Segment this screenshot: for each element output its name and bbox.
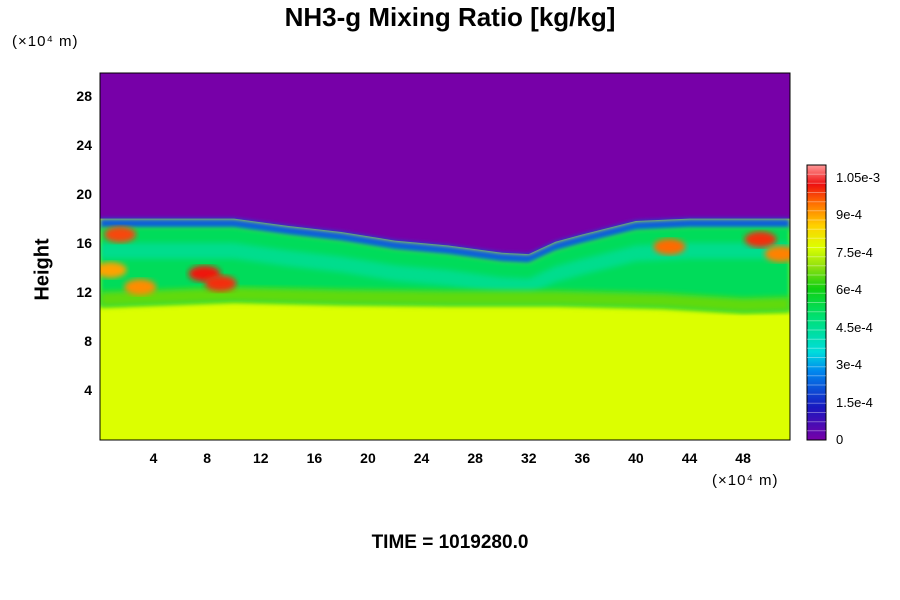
field-mixed-inner xyxy=(100,243,790,295)
y-tick-label: 4 xyxy=(84,382,92,399)
x-tick-label: 40 xyxy=(628,450,644,466)
colorbar-tick-label: 6e-4 xyxy=(836,282,863,297)
colorbar-tick-label: 4.5e-4 xyxy=(836,319,873,335)
field-high-value-patch xyxy=(653,238,686,255)
y-tick-label: 8 xyxy=(84,333,92,350)
x-tick-label: 20 xyxy=(360,450,376,466)
y-tick-label: 24 xyxy=(76,137,92,154)
chart-title: NH3-g Mixing Ratio [kg/kg] xyxy=(284,2,616,32)
field-high-value-patch xyxy=(104,226,137,243)
field-mixed-base xyxy=(100,287,790,313)
field-cloud-top-band xyxy=(100,218,790,266)
colorbar-tick-label: 9e-4 xyxy=(836,207,863,222)
x-tick-label: 28 xyxy=(467,450,483,466)
x-tick-label: 48 xyxy=(735,450,751,466)
x-tick-label: 16 xyxy=(306,450,323,466)
x-axis-unit: (×10⁴ m) xyxy=(712,472,779,489)
x-tick-label: 32 xyxy=(520,450,537,466)
x-tick-label: 24 xyxy=(413,450,430,466)
y-tick-label: 28 xyxy=(76,88,92,105)
y-tick-label: 12 xyxy=(76,284,92,301)
x-tick-label: 12 xyxy=(252,450,269,466)
colorbar-tick-label: 3e-4 xyxy=(836,357,863,372)
colorbar-tick-label: 7.5e-4 xyxy=(836,244,873,260)
y-tick-label: 16 xyxy=(76,235,92,252)
y-tick-label: 20 xyxy=(76,186,92,203)
y-axis-unit: (×10⁴ m) xyxy=(12,33,79,50)
colorbar-tick-label: 1.5e-4 xyxy=(836,394,873,410)
time-label: TIME = 1019280.0 xyxy=(371,532,529,553)
colorbar-levels xyxy=(807,173,826,432)
mixing-ratio-field xyxy=(100,73,790,440)
plot-frame xyxy=(99,72,791,441)
field-high-value-patch xyxy=(204,275,237,292)
field-high-value-patch xyxy=(124,279,157,296)
colorbar-tick-label: 0 xyxy=(836,432,844,447)
x-tick-label: 8 xyxy=(203,450,212,466)
field-high-value-patch xyxy=(764,246,790,263)
x-tick-label: 4 xyxy=(149,450,158,466)
x-tick-label: 44 xyxy=(681,450,698,466)
x-tick-label: 36 xyxy=(574,450,591,466)
colorbar-tick-label: 1.05e-3 xyxy=(836,169,881,185)
field-high-value-patch xyxy=(100,261,127,278)
colorbar xyxy=(806,164,827,441)
field-high-value-patch xyxy=(744,231,777,248)
